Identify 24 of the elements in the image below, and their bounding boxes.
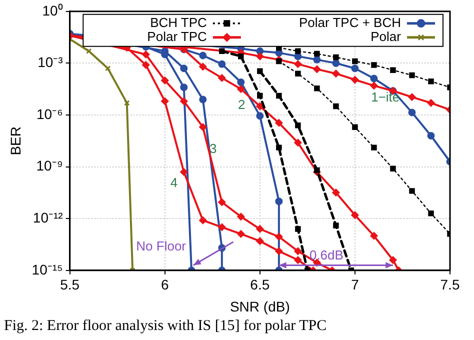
annotation: 1−ite bbox=[371, 90, 400, 105]
y-tick-label: 10⁻⁹ bbox=[36, 158, 63, 174]
annotation: 3 bbox=[210, 140, 217, 156]
annotation: No Floor bbox=[136, 238, 187, 254]
x-axis-title: SNR (dB) bbox=[230, 298, 290, 314]
caption: Fig. 2: Error floor analysis with IS [15] for polar TPC bbox=[4, 318, 327, 335]
y-tick-label: 10⁻¹⁵ bbox=[32, 261, 63, 278]
y-tick-label: 10⁰ bbox=[42, 2, 63, 18]
y-axis-title: BER bbox=[7, 126, 24, 156]
y-tick-label: 10⁻³ bbox=[38, 54, 64, 70]
y-tick-label: 10⁻¹² bbox=[32, 209, 64, 226]
legend-label: Polar TPC bbox=[147, 28, 207, 44]
x-tick-label: 7 bbox=[351, 276, 360, 293]
legend-label: Polar TPC + BCH bbox=[299, 14, 401, 30]
x-tick-label: 7.5 bbox=[440, 276, 460, 293]
y-tick-label: 10⁻⁶ bbox=[36, 106, 63, 122]
legend-label: Polar bbox=[370, 28, 402, 44]
x-tick-label: 5.5 bbox=[60, 276, 80, 293]
annotation: 2 bbox=[238, 96, 246, 112]
annotation: 0.6dB bbox=[309, 248, 344, 263]
legend-label: BCH TPC bbox=[150, 14, 207, 30]
x-tick-label: 6 bbox=[160, 276, 169, 293]
x-tick-label: 6.5 bbox=[250, 276, 270, 293]
annotation: 4 bbox=[170, 175, 178, 190]
